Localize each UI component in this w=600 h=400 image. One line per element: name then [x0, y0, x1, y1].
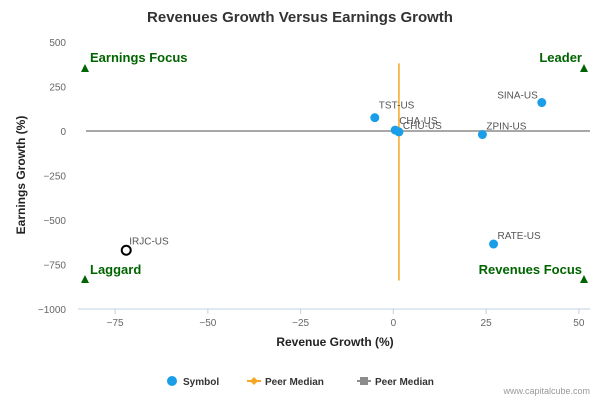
x-tick-label: −25	[292, 318, 309, 329]
data-point	[489, 239, 499, 249]
data-point-label: CHU-US	[403, 121, 442, 132]
legend-item-label[interactable]: Symbol	[183, 377, 219, 388]
x-tick-label: −75	[107, 318, 124, 329]
earnings-focus-triangle	[81, 64, 89, 72]
x-tick-label: 0	[391, 318, 397, 329]
peer-median-lines	[86, 63, 590, 281]
x-tick-label: 50	[573, 318, 585, 329]
revenues-focus-triangle	[580, 275, 588, 283]
quadrant-label-laggard: Laggard	[90, 262, 141, 277]
chart-legend[interactable]: Symbol Peer Median Peer Median	[167, 376, 434, 388]
x-tick-label: 25	[481, 318, 493, 329]
y-axis-ticks: 500 250 0 −250 −500 −750 −1000	[38, 38, 67, 316]
legend-marker-square	[360, 377, 368, 385]
legend-marker-symbol	[167, 376, 177, 386]
highlighted-data-point	[120, 244, 132, 256]
data-point	[394, 127, 404, 137]
data-point-label: CHA-US	[399, 116, 438, 127]
quadrant-label-revenues-focus: Revenues Focus	[479, 262, 582, 277]
data-point-label: TST-US	[379, 101, 415, 112]
x-axis-title: Revenue Growth (%)	[276, 335, 393, 349]
data-point	[477, 130, 487, 140]
data-point-label: SINA-US	[497, 91, 538, 102]
chart-title: Revenues Growth Versus Earnings Growth	[147, 9, 453, 26]
legend-marker-diamond	[250, 377, 258, 385]
y-tick-label: 0	[60, 127, 66, 138]
data-point-label: ZPIN-US	[486, 122, 526, 133]
x-tick-label: −50	[199, 318, 216, 329]
quadrant-label-earnings-focus: Earnings Focus	[90, 50, 188, 65]
legend-item-label[interactable]: Peer Median	[265, 377, 324, 388]
y-tick-label: −750	[43, 261, 66, 272]
laggard-triangle	[81, 275, 89, 283]
legend-item-label[interactable]: Peer Median	[375, 377, 434, 388]
data-point	[537, 98, 547, 108]
y-tick-label: 250	[49, 83, 66, 94]
y-axis-title: Earnings Growth (%)	[14, 116, 28, 235]
y-tick-label: 500	[49, 38, 66, 49]
y-tick-label: −500	[43, 216, 66, 227]
y-tick-label: −1000	[38, 305, 67, 316]
leader-triangle	[580, 64, 588, 72]
highlighted-data-point-label: IRJC-US	[129, 236, 169, 247]
x-axis-ticks: −75 −50 −25 0 25 50	[107, 309, 585, 329]
y-tick-label: −250	[43, 172, 66, 183]
data-point	[370, 113, 380, 123]
quadrant-label-leader: Leader	[539, 50, 582, 65]
data-point-label: RATE-US	[498, 231, 541, 242]
credit-text: www.capitalcube.com	[502, 386, 590, 396]
quadrant-markers: Earnings Focus Leader Laggard Revenues Focu…	[81, 50, 588, 283]
